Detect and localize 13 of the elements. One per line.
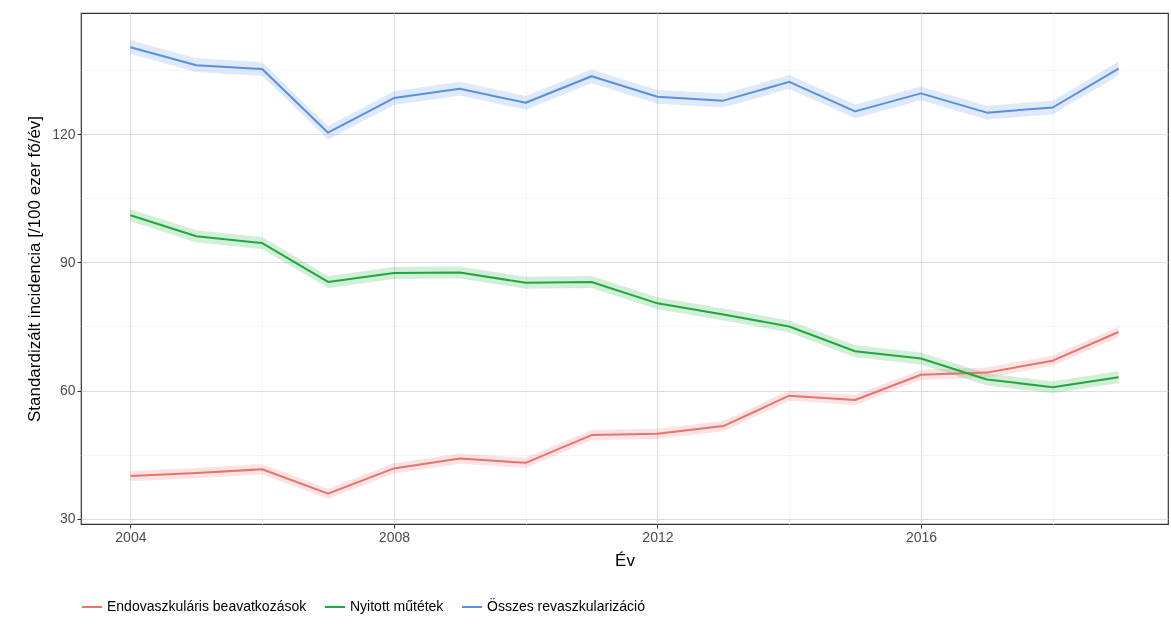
y-axis-title: Standardizált incidencia [/100 ezer fő/év] — [25, 115, 45, 423]
y-tick-label: 60 — [59, 382, 76, 399]
x-tick-label: 2016 — [905, 528, 938, 545]
x-tick-label: 2004 — [115, 528, 147, 545]
legend-label: Nyitott műtétek — [350, 598, 445, 614]
y-tick-label: 120 — [52, 125, 76, 142]
x-tick-label: 2008 — [378, 528, 411, 545]
legend-label: Összes revaszkularizáció — [487, 597, 646, 614]
y-tick-label: 30 — [59, 510, 76, 527]
x-axis-title: Év — [615, 550, 636, 570]
y-tick-label: 90 — [59, 253, 76, 270]
x-tick-label: 2012 — [642, 528, 674, 545]
legend-label: Endovaszkuláris beavatkozások — [107, 598, 308, 614]
